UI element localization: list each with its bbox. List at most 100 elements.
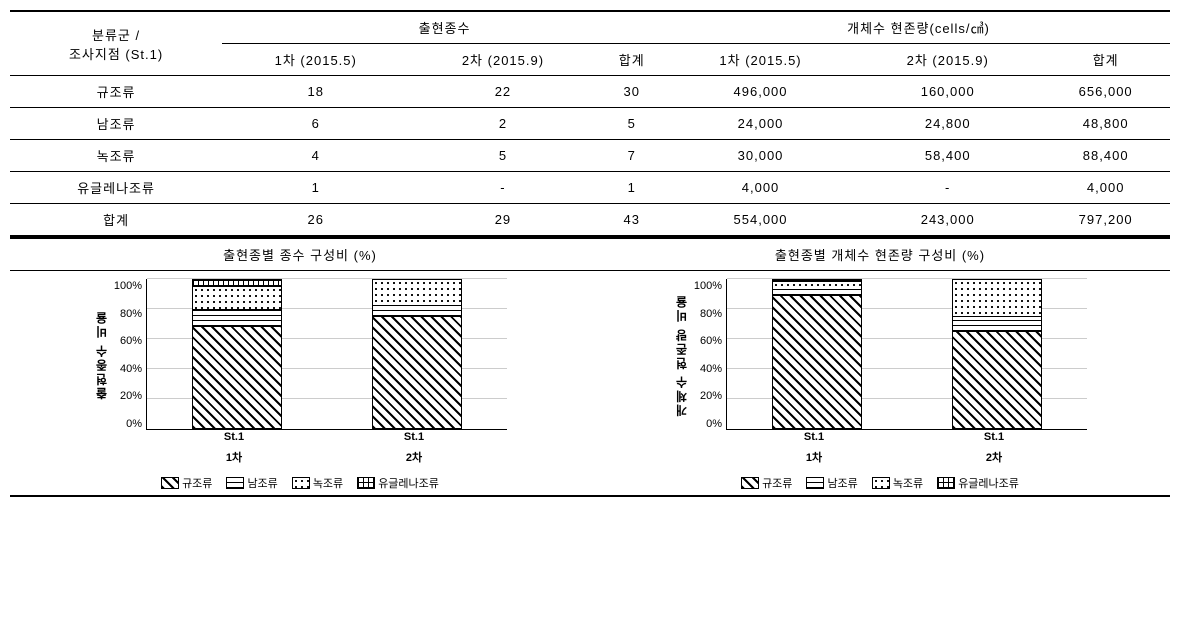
- bar-group: [177, 279, 297, 429]
- cell: 4,000: [1041, 172, 1170, 204]
- legend-label: 유글레나조류: [378, 475, 439, 491]
- bar-segment: [773, 295, 861, 428]
- chart-title: 출현종별 개체수 현존량 구성비 (%): [590, 237, 1170, 271]
- stacked-bar: [772, 279, 862, 429]
- y-tick: 60%: [120, 335, 142, 347]
- y-tick: 20%: [700, 390, 722, 402]
- col-header: 2차 (2015.9): [409, 44, 596, 76]
- legend-item: 규조류: [161, 475, 212, 491]
- legend-swatch: [872, 477, 890, 489]
- legend-label: 녹조류: [893, 475, 923, 491]
- chart-title: 출현종별 종수 구성비 (%): [10, 237, 590, 271]
- cell: 26: [222, 204, 409, 237]
- cell: 43: [597, 204, 667, 237]
- y-tick: 0%: [706, 418, 722, 430]
- bar-segment: [193, 326, 281, 428]
- cell: 18: [222, 76, 409, 108]
- cell: -: [854, 172, 1041, 204]
- cell: 30: [597, 76, 667, 108]
- row-label: 규조류: [10, 76, 222, 108]
- y-tick: 80%: [700, 308, 722, 320]
- bar-segment: [193, 286, 281, 309]
- row-header-line1: 분류군 /: [92, 28, 140, 43]
- cell: 7: [597, 140, 667, 172]
- stacked-bar: [372, 279, 462, 429]
- station-label: St.1: [934, 430, 1054, 445]
- legend-item: 남조류: [226, 475, 277, 491]
- legend-swatch: [292, 477, 310, 489]
- table-row: 유글레나조류1-14,000-4,000: [10, 172, 1170, 204]
- legend-swatch: [226, 477, 244, 489]
- species-table: 분류군 / 조사지점 (St.1) 출현종수 개체수 현존량(cells/㎤) …: [10, 10, 1170, 237]
- legend-label: 유글레나조류: [958, 475, 1019, 491]
- col-header: 1차 (2015.5): [222, 44, 409, 76]
- x-axis-category: St.1 1차: [174, 430, 294, 467]
- cell: 22: [409, 76, 596, 108]
- bar-segment: [953, 331, 1041, 428]
- legend-swatch: [161, 477, 179, 489]
- y-tick: 60%: [700, 335, 722, 347]
- legend-label: 녹조류: [313, 475, 343, 491]
- cell: 88,400: [1041, 140, 1170, 172]
- row-label: 녹조류: [10, 140, 222, 172]
- chart-legend: 규조류 남조류 녹조류 유글레나조류: [161, 475, 439, 491]
- y-axis-label: 출현종수 비율: [93, 310, 110, 399]
- y-axis-label: 개체수 현존량 비율: [673, 294, 690, 417]
- bar-segment: [373, 316, 461, 428]
- round-label: 1차: [174, 451, 294, 466]
- species-count-header: 출현종수: [222, 11, 667, 44]
- cell: 554,000: [667, 204, 854, 237]
- cell: 6: [222, 108, 409, 140]
- bar-segment: [953, 280, 1041, 316]
- legend-item: 규조류: [741, 475, 792, 491]
- legend-label: 남조류: [827, 475, 857, 491]
- row-label: 남조류: [10, 108, 222, 140]
- station-label: St.1: [174, 430, 294, 445]
- bar-segment: [773, 281, 861, 289]
- col-header: 2차 (2015.9): [854, 44, 1041, 76]
- cell: 496,000: [667, 76, 854, 108]
- y-tick: 100%: [114, 280, 142, 292]
- cell: 2: [409, 108, 596, 140]
- legend-label: 규조류: [762, 475, 792, 491]
- x-axis: St.11차St.12차: [144, 430, 504, 467]
- legend-item: 녹조류: [872, 475, 923, 491]
- y-tick: 20%: [120, 390, 142, 402]
- cell: 656,000: [1041, 76, 1170, 108]
- table-row: 규조류182230496,000160,000656,000: [10, 76, 1170, 108]
- cell: 29: [409, 204, 596, 237]
- cell: 4,000: [667, 172, 854, 204]
- cell: 1: [222, 172, 409, 204]
- y-tick: 100%: [694, 280, 722, 292]
- legend-swatch: [741, 477, 759, 489]
- stacked-bar: [952, 279, 1042, 429]
- plot-area: [726, 279, 1087, 430]
- plot-area: [146, 279, 507, 430]
- cell: 48,800: [1041, 108, 1170, 140]
- y-axis-ticks: 100%80%60%40%20%0%: [694, 280, 722, 430]
- row-label: 유글레나조류: [10, 172, 222, 204]
- legend-item: 남조류: [806, 475, 857, 491]
- x-axis: St.11차St.12차: [724, 430, 1084, 467]
- species-composition-chart: 출현종별 종수 구성비 (%) 출현종수 비율 100% 80% 60% 40% 20%…: [10, 237, 590, 495]
- cell: 24,000: [667, 108, 854, 140]
- round-label: 2차: [934, 451, 1054, 466]
- legend-label: 남조류: [247, 475, 277, 491]
- station-label: St.1: [354, 430, 474, 445]
- x-axis-category: St.1 2차: [934, 430, 1054, 467]
- bar-segment: [373, 305, 461, 315]
- y-tick: 80%: [120, 308, 142, 320]
- cell: 797,200: [1041, 204, 1170, 237]
- row-label: 합계: [10, 204, 222, 237]
- cell: 5: [409, 140, 596, 172]
- col-header: 합계: [597, 44, 667, 76]
- cell: 243,000: [854, 204, 1041, 237]
- legend-swatch: [806, 477, 824, 489]
- bar-group: [937, 279, 1057, 429]
- y-tick: 40%: [120, 363, 142, 375]
- row-header-label: 분류군 / 조사지점 (St.1): [10, 11, 222, 76]
- col-header: 합계: [1041, 44, 1170, 76]
- cell: 24,800: [854, 108, 1041, 140]
- cell: 5: [597, 108, 667, 140]
- legend-item: 유글레나조류: [357, 475, 439, 491]
